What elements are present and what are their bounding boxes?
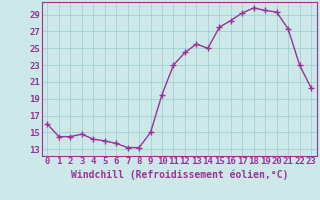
X-axis label: Windchill (Refroidissement éolien,°C): Windchill (Refroidissement éolien,°C) (70, 169, 288, 180)
